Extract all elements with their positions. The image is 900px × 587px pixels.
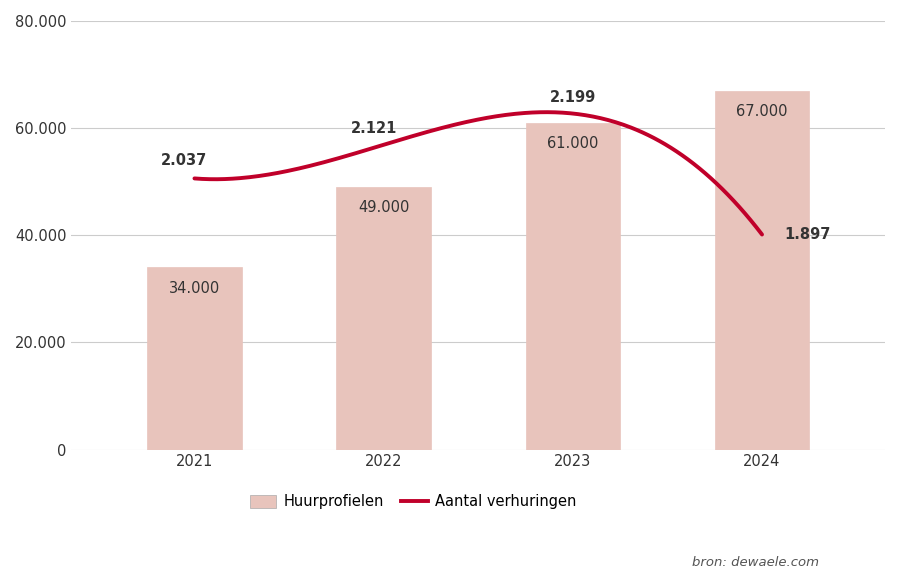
Text: 34.000: 34.000 [169,281,220,296]
Text: bron: dewaele.com: bron: dewaele.com [692,556,819,569]
Bar [337,187,431,450]
Text: 2.037: 2.037 [160,153,207,168]
Text: 2.199: 2.199 [550,90,596,104]
Text: 67.000: 67.000 [736,104,788,119]
Text: 1.897: 1.897 [785,227,831,242]
Text: 61.000: 61.000 [547,136,598,151]
Legend: Huurprofielen, Aantal verhuringen: Huurprofielen, Aantal verhuringen [244,488,582,515]
Bar [715,90,809,450]
Bar [148,268,242,450]
Text: 2.121: 2.121 [351,121,398,136]
Bar [526,123,620,450]
Text: 49.000: 49.000 [358,201,410,215]
